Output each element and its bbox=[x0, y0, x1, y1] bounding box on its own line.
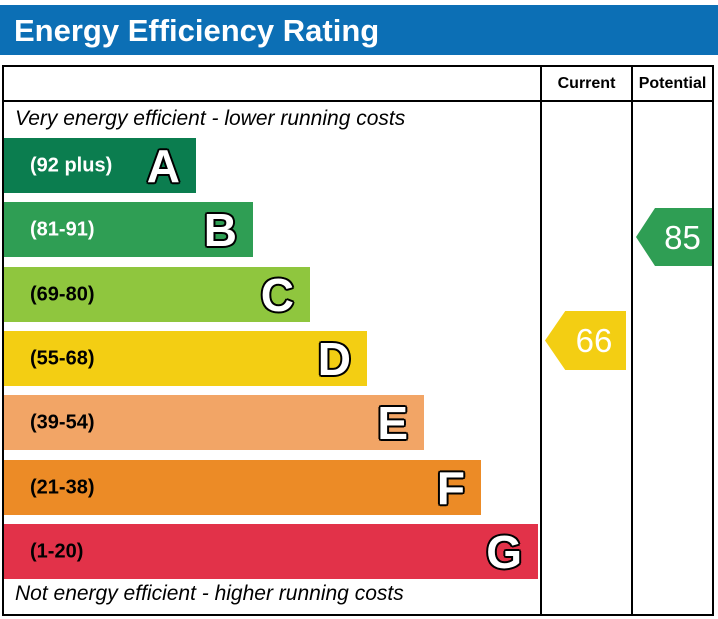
current-column-divider bbox=[540, 67, 542, 614]
band-e: (39-54) E bbox=[4, 395, 424, 450]
band-a: (92 plus) A bbox=[4, 138, 196, 193]
band-c-letter: C bbox=[260, 268, 294, 321]
header-row-divider bbox=[4, 100, 712, 102]
band-d-range: (55-68) bbox=[30, 347, 95, 369]
caption-not-efficient: Not energy efficient - higher running co… bbox=[15, 582, 404, 605]
band-f-range: (21-38) bbox=[30, 476, 95, 498]
band-g-range: (1-20) bbox=[30, 540, 84, 562]
band-e-range: (39-54) bbox=[30, 411, 95, 433]
band-e-letter: E bbox=[377, 396, 408, 449]
band-f: (21-38) F bbox=[4, 460, 481, 515]
band-a-letter: A bbox=[146, 139, 180, 192]
band-a-range: (92 plus) bbox=[30, 154, 113, 176]
band-f-letter: F bbox=[436, 461, 465, 514]
band-b: (81-91) B bbox=[4, 202, 253, 257]
potential-column-header: Potential bbox=[638, 74, 707, 92]
current-rating-arrow: 66 bbox=[545, 311, 626, 370]
caption-very-efficient: Very energy efficient - lower running co… bbox=[15, 107, 406, 130]
rating-table: Current Potential Very energy efficient … bbox=[2, 65, 714, 616]
current-rating-value: 66 bbox=[575, 322, 613, 359]
title-bar: Energy Efficiency Rating bbox=[0, 5, 718, 55]
band-b-range: (81-91) bbox=[30, 218, 95, 240]
potential-rating-arrow: 85 bbox=[636, 208, 712, 266]
band-g-letter: G bbox=[486, 525, 522, 578]
band-d-letter: D bbox=[317, 332, 351, 385]
current-column-header: Current bbox=[557, 74, 616, 92]
band-g: (1-20) G bbox=[4, 524, 538, 579]
potential-column-divider bbox=[631, 67, 633, 614]
band-c: (69-80) C bbox=[4, 267, 310, 322]
band-b-letter: B bbox=[203, 203, 237, 256]
band-d: (55-68) D bbox=[4, 331, 367, 386]
band-c-range: (69-80) bbox=[30, 283, 95, 305]
page-title: Energy Efficiency Rating bbox=[14, 13, 380, 48]
potential-rating-value: 85 bbox=[664, 218, 701, 256]
